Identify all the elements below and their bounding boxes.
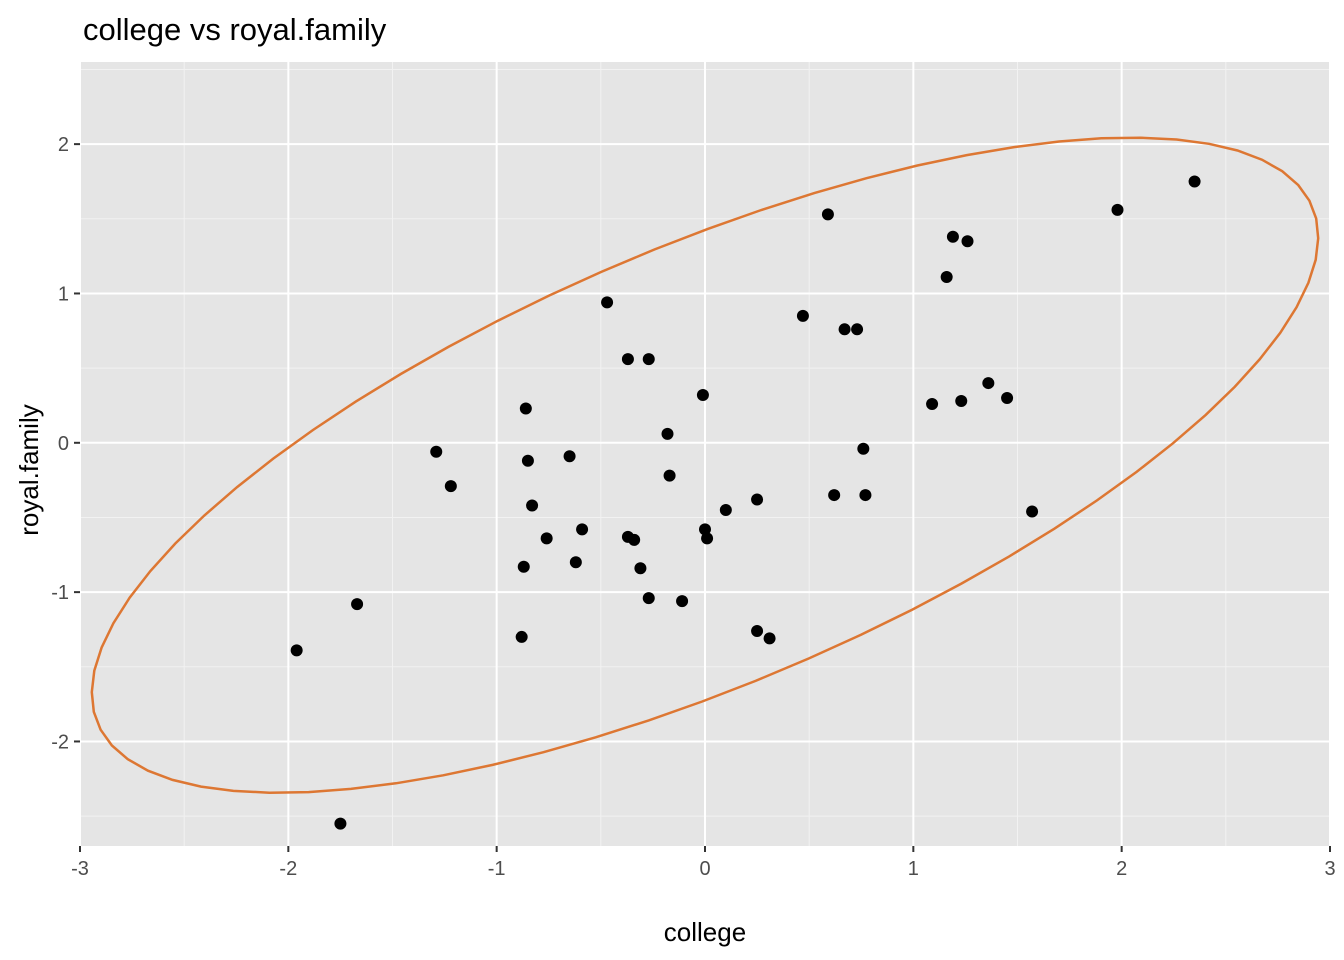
y-axis-title: royal.family — [14, 404, 44, 535]
x-axis-title: college — [664, 917, 746, 947]
data-point — [961, 235, 974, 248]
data-point — [828, 489, 841, 502]
data-point — [751, 493, 764, 506]
data-point — [821, 208, 834, 221]
data-point — [642, 592, 655, 605]
data-point — [621, 353, 634, 366]
data-point — [563, 450, 576, 463]
x-tick-label: -2 — [279, 858, 297, 880]
data-point — [351, 598, 364, 611]
data-point — [859, 489, 872, 502]
y-tick-label: 2 — [58, 134, 69, 156]
y-tick-label: -2 — [51, 731, 69, 753]
y-tick-label: 0 — [58, 433, 69, 455]
data-point — [676, 595, 689, 608]
data-point — [634, 562, 647, 575]
data-point — [1001, 392, 1014, 404]
data-point — [661, 427, 674, 440]
data-point — [521, 454, 534, 467]
x-tick-label: -3 — [71, 858, 89, 880]
x-axis: -3 -2 -1 0 1 2 3 — [71, 846, 1336, 880]
data-point — [334, 817, 347, 830]
data-point — [796, 309, 809, 322]
data-point — [444, 480, 457, 493]
data-point — [1111, 203, 1124, 216]
data-point — [838, 323, 851, 336]
data-point — [696, 389, 709, 402]
data-point — [955, 394, 968, 407]
y-axis: -2 -1 0 1 2 — [51, 134, 80, 753]
y-tick-label: 1 — [58, 283, 69, 305]
data-point — [569, 556, 582, 569]
data-point — [517, 560, 530, 573]
data-point — [540, 532, 553, 545]
data-point — [663, 469, 676, 482]
data-point — [1026, 505, 1039, 518]
data-point — [515, 630, 528, 643]
data-points — [290, 175, 1201, 830]
x-tick-label: -1 — [488, 858, 506, 880]
x-tick-label: 3 — [1324, 858, 1335, 880]
data-point — [763, 632, 776, 645]
chart-title: college vs royal.family — [83, 12, 387, 47]
data-point — [982, 377, 995, 390]
x-tick-label: 0 — [699, 858, 710, 880]
data-point — [1188, 175, 1201, 188]
data-point — [519, 402, 532, 415]
data-point — [642, 353, 655, 366]
data-point — [699, 523, 711, 536]
data-point — [926, 397, 939, 410]
x-tick-label: 2 — [1116, 858, 1127, 880]
data-point — [719, 504, 732, 516]
data-point — [857, 442, 870, 455]
data-point — [628, 533, 641, 546]
data-point — [751, 624, 764, 637]
data-point — [576, 523, 589, 536]
y-tick-label: -1 — [51, 582, 69, 604]
data-point — [940, 271, 953, 284]
major-grid — [79, 62, 1331, 846]
data-point — [946, 230, 959, 243]
x-tick-label: 1 — [908, 858, 919, 880]
data-point — [290, 644, 303, 657]
data-point — [430, 445, 443, 458]
data-point — [601, 296, 614, 309]
data-point — [526, 499, 539, 512]
confidence-ellipse — [90, 136, 1320, 794]
data-point — [701, 532, 714, 545]
data-point — [851, 323, 864, 336]
